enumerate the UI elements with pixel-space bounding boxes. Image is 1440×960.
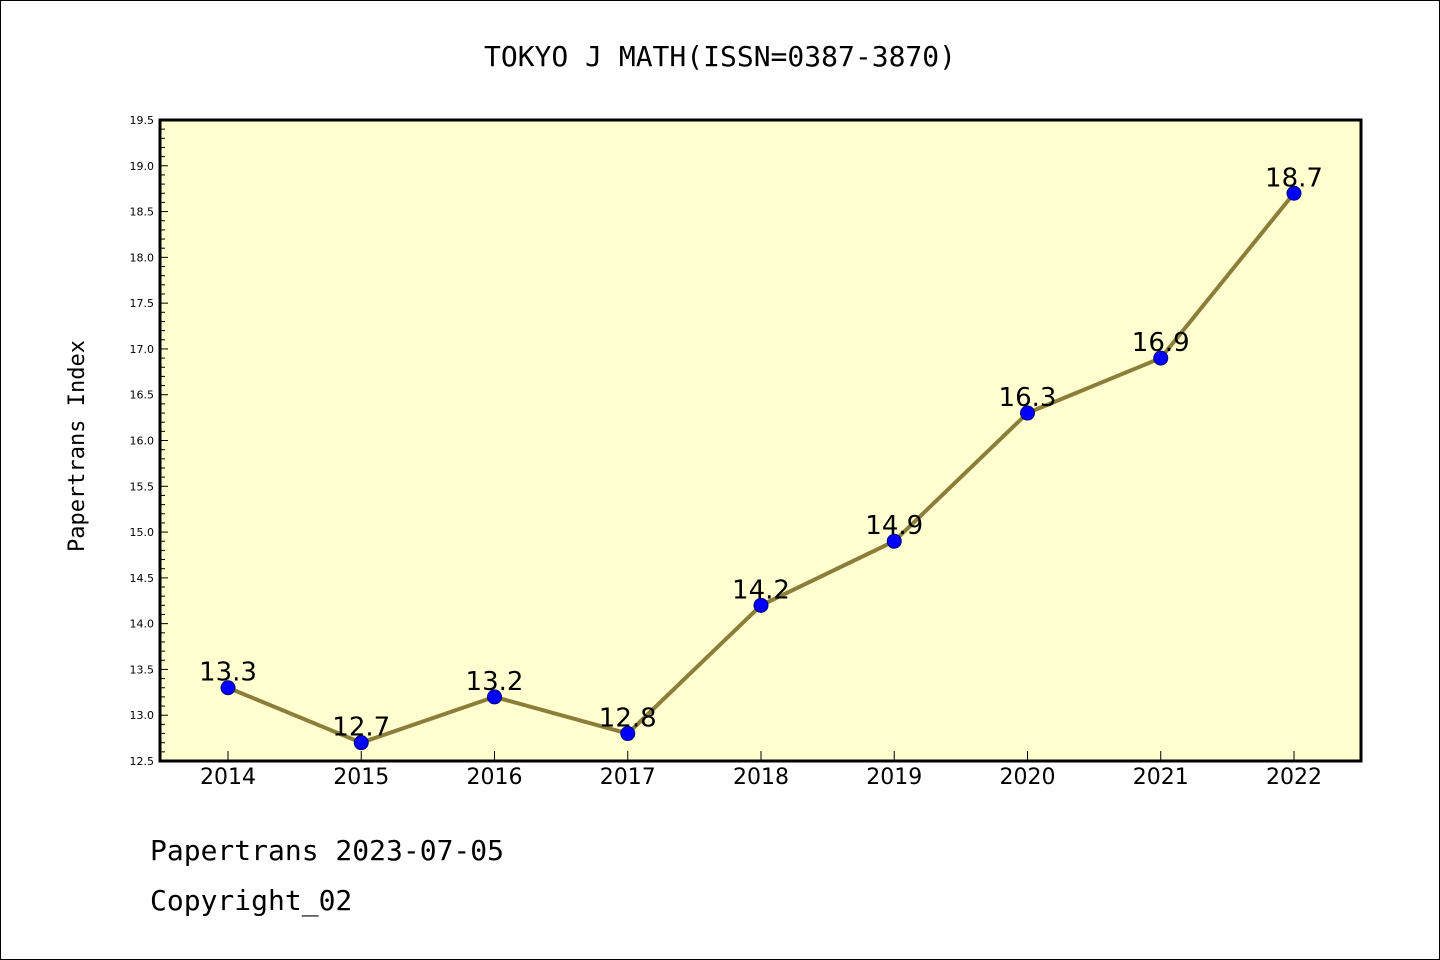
y-tick-label: 15.0 xyxy=(130,526,155,539)
data-label: 16.9 xyxy=(1132,328,1190,358)
y-tick-label: 13.5 xyxy=(130,663,155,676)
y-tick-label: 19.0 xyxy=(130,160,155,173)
data-label: 12.7 xyxy=(332,713,390,743)
y-tick-label: 18.5 xyxy=(130,206,155,219)
y-tick-label: 19.5 xyxy=(130,114,155,127)
y-tick-label: 16.5 xyxy=(130,389,155,402)
y-tick-label: 15.5 xyxy=(130,480,155,493)
plot-area xyxy=(158,118,1363,763)
chart-title: TOKYO J MATH(ISSN=0387-3870) xyxy=(484,40,956,73)
x-tick-label: 2021 xyxy=(1133,765,1189,790)
x-tick-label: 2014 xyxy=(200,765,256,790)
x-tick-label: 2019 xyxy=(866,765,922,790)
x-tick-label: 2018 xyxy=(733,765,789,790)
data-label: 14.9 xyxy=(865,511,923,541)
data-point xyxy=(1020,405,1035,421)
x-tick-label: 2016 xyxy=(467,765,523,790)
data-point xyxy=(886,533,902,549)
data-label: 13.2 xyxy=(466,667,524,697)
y-tick-label: 18.0 xyxy=(130,251,155,264)
data-point xyxy=(1286,185,1302,201)
y-tick-label: 16.0 xyxy=(130,435,155,448)
y-tick-label: 14.5 xyxy=(130,572,155,585)
data-point xyxy=(353,735,369,751)
footer-copyright: Copyright_02 xyxy=(150,884,353,917)
data-point xyxy=(487,689,502,705)
y-axis: 12.5 13.0 13.5 14.0 14.5 15.0 15.5 16.0 16.5 17.0… xyxy=(130,114,168,768)
x-tick-label: 2017 xyxy=(600,765,656,790)
data-label: 13.3 xyxy=(199,658,257,688)
x-tick-label: 2020 xyxy=(1000,765,1056,790)
data-point xyxy=(620,726,636,742)
data-label: 14.2 xyxy=(732,575,790,605)
y-axis-label: Papertrans Index xyxy=(65,340,90,552)
x-axis: 2014 2015 2016 2017 2018 2019 2020 2021 2022 xyxy=(200,751,1322,790)
footer-date: Papertrans 2023-07-05 xyxy=(150,834,505,867)
y-tick-label: 13.0 xyxy=(130,709,155,722)
x-tick-label: 2022 xyxy=(1266,765,1322,790)
y-tick-label: 12.5 xyxy=(130,755,155,768)
series: 13.3 12.7 13.2 12.8 14.2 14.9 16.3 16.9 18.7 xyxy=(199,163,1323,751)
data-label: 18.7 xyxy=(1265,163,1323,193)
x-tick-label: 2015 xyxy=(333,765,389,790)
data-point xyxy=(1153,350,1169,366)
y-tick-label: 14.0 xyxy=(130,618,155,631)
y-tick-label: 17.5 xyxy=(130,297,155,310)
data-label: 16.3 xyxy=(999,383,1057,413)
data-point xyxy=(220,680,236,696)
y-tick-label: 17.0 xyxy=(130,343,155,356)
data-point xyxy=(753,597,769,613)
data-label: 12.8 xyxy=(599,704,657,734)
